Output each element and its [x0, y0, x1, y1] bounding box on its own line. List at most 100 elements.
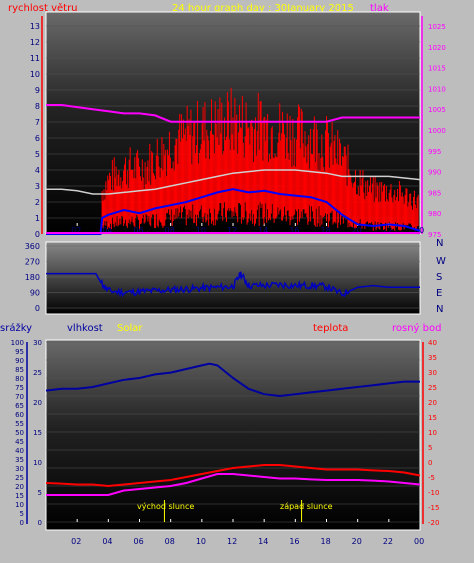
y-tick-label: 0 — [35, 304, 40, 313]
x-tick-label: 02 — [71, 226, 81, 235]
y-tick-label: 12 — [30, 38, 40, 47]
y-tick-label: 65 — [15, 402, 24, 410]
rain-tick-label: 10 — [33, 459, 42, 467]
y-tick-label: 55 — [15, 420, 24, 428]
dewpoint-line — [46, 473, 421, 496]
y-tick-label: 6 — [35, 134, 40, 143]
humidity-chart-series — [45, 362, 421, 522]
y-tick-label: 25 — [15, 474, 24, 482]
temperature-axis: -20 -15 -10 -5 0 5 10 15 20 25 30 35 40 — [422, 339, 439, 527]
x-tick-label: 04 — [102, 226, 112, 235]
compass-letter: W — [436, 256, 446, 267]
temperature-label: teplota — [313, 323, 348, 334]
humidity-line — [45, 362, 420, 398]
temp-tick-label: 25 — [428, 384, 437, 392]
y-tick-label: 15 — [15, 492, 24, 500]
x-tick-label: 08 — [165, 226, 175, 235]
y-right-tick-label: 980 — [428, 210, 441, 218]
dewpoint-label: rosný bod — [392, 322, 441, 334]
x-tick-label: 06 — [134, 537, 144, 546]
y-right-tick-label: 1010 — [428, 85, 446, 93]
x-tick-label: 04 — [102, 537, 112, 546]
x-tick-label: 10 — [196, 226, 206, 235]
humidity-time-axis: 02 04 06 08 10 12 14 16 18 20 22 00 — [71, 519, 424, 546]
x-tick-label: 14 — [258, 226, 268, 235]
temperature-line — [45, 464, 421, 488]
direction-chart-frame — [45, 241, 421, 315]
y-right-tick-label: 1020 — [428, 44, 446, 52]
temp-tick-label: -20 — [428, 519, 439, 527]
humidity-chart-grid — [46, 341, 420, 523]
rain-tick-label: 25 — [33, 369, 42, 377]
solar-label: Solar — [117, 323, 143, 334]
x-tick-label: 10 — [196, 537, 206, 546]
direction-axis: 0 90 180 270 360 — [25, 242, 40, 313]
y-right-tick-label: 985 — [428, 189, 441, 197]
y-tick-label: 20 — [15, 483, 24, 491]
rain-label: srážky — [0, 322, 32, 334]
y-tick-label: 75 — [15, 384, 24, 392]
wind-speed-label: rychlost větru — [8, 2, 78, 14]
y-right-tick-label: 1000 — [428, 127, 446, 135]
temperature-trend-line — [46, 169, 421, 195]
temp-tick-label: 20 — [428, 399, 437, 407]
x-tick-label: 20 — [352, 226, 362, 235]
wind-average-line — [46, 188, 421, 235]
temp-tick-label: 35 — [428, 354, 437, 362]
pressure-label: tlak — [370, 3, 389, 14]
y-tick-label: 10 — [30, 70, 40, 79]
temp-tick-label: 15 — [428, 414, 437, 422]
x-tick-label: 18 — [321, 226, 331, 235]
y-tick-label: 45 — [15, 438, 24, 446]
sunrise-label: východ slunce — [137, 502, 194, 511]
y-tick-label: 40 — [15, 447, 24, 455]
x-tick-label: 00 — [414, 537, 424, 546]
humidity-chart-frame — [45, 339, 421, 531]
y-tick-label: 30 — [15, 465, 24, 473]
x-tick-label: 06 — [134, 226, 144, 235]
x-tick-label: 20 — [352, 537, 362, 546]
compass-letter: S — [436, 272, 442, 283]
y-tick-label: 95 — [15, 348, 24, 356]
y-tick-label: 360 — [25, 242, 40, 251]
x-tick-label: 14 — [258, 537, 268, 546]
temp-tick-label: 40 — [428, 339, 437, 347]
direction-chart-grid — [46, 245, 420, 309]
rain-tick-label: 5 — [38, 489, 42, 497]
y-tick-label: 5 — [35, 150, 40, 159]
y-tick-label: 3 — [35, 182, 40, 191]
wind-direction-line — [46, 271, 420, 298]
y-tick-label: 7 — [35, 118, 40, 127]
y-right-tick-label: 975 — [428, 231, 441, 239]
y-tick-label: 9 — [35, 86, 40, 95]
y-tick-label: 8 — [35, 102, 40, 111]
x-tick-label: 12 — [227, 226, 237, 235]
temp-tick-label: -5 — [428, 474, 435, 482]
humidity-label: vlhkost — [67, 323, 103, 334]
y-tick-label: 35 — [15, 456, 24, 464]
temp-tick-label: 10 — [428, 429, 437, 437]
rain-tick-label: 15 — [33, 429, 42, 437]
rain-axis: 0 5 10 15 20 25 30 — [33, 339, 42, 527]
humidity-axis: 0510152025303540455055606570758085909510… — [11, 339, 28, 527]
pressure-line — [46, 104, 420, 123]
compass-letter: N — [436, 304, 443, 315]
x-tick-label: 18 — [321, 537, 331, 546]
y-tick-label: 2 — [35, 198, 40, 207]
y-right-tick-label: 990 — [428, 169, 441, 177]
y-tick-label: 70 — [15, 393, 24, 401]
y-tick-label: 11 — [30, 54, 40, 63]
y-tick-label: 1 — [35, 214, 40, 223]
page-title: 24 hour graph day : 30January 2015 — [172, 3, 354, 14]
y-tick-label: 50 — [15, 429, 24, 437]
y-tick-label: 60 — [15, 411, 24, 419]
y-right-tick-label: 1015 — [428, 65, 446, 73]
temp-tick-label: 30 — [428, 369, 437, 377]
y-right-tick-label: 1005 — [428, 106, 446, 114]
y-right-tick-label: 995 — [428, 148, 441, 156]
compass-letter: E — [436, 288, 442, 299]
